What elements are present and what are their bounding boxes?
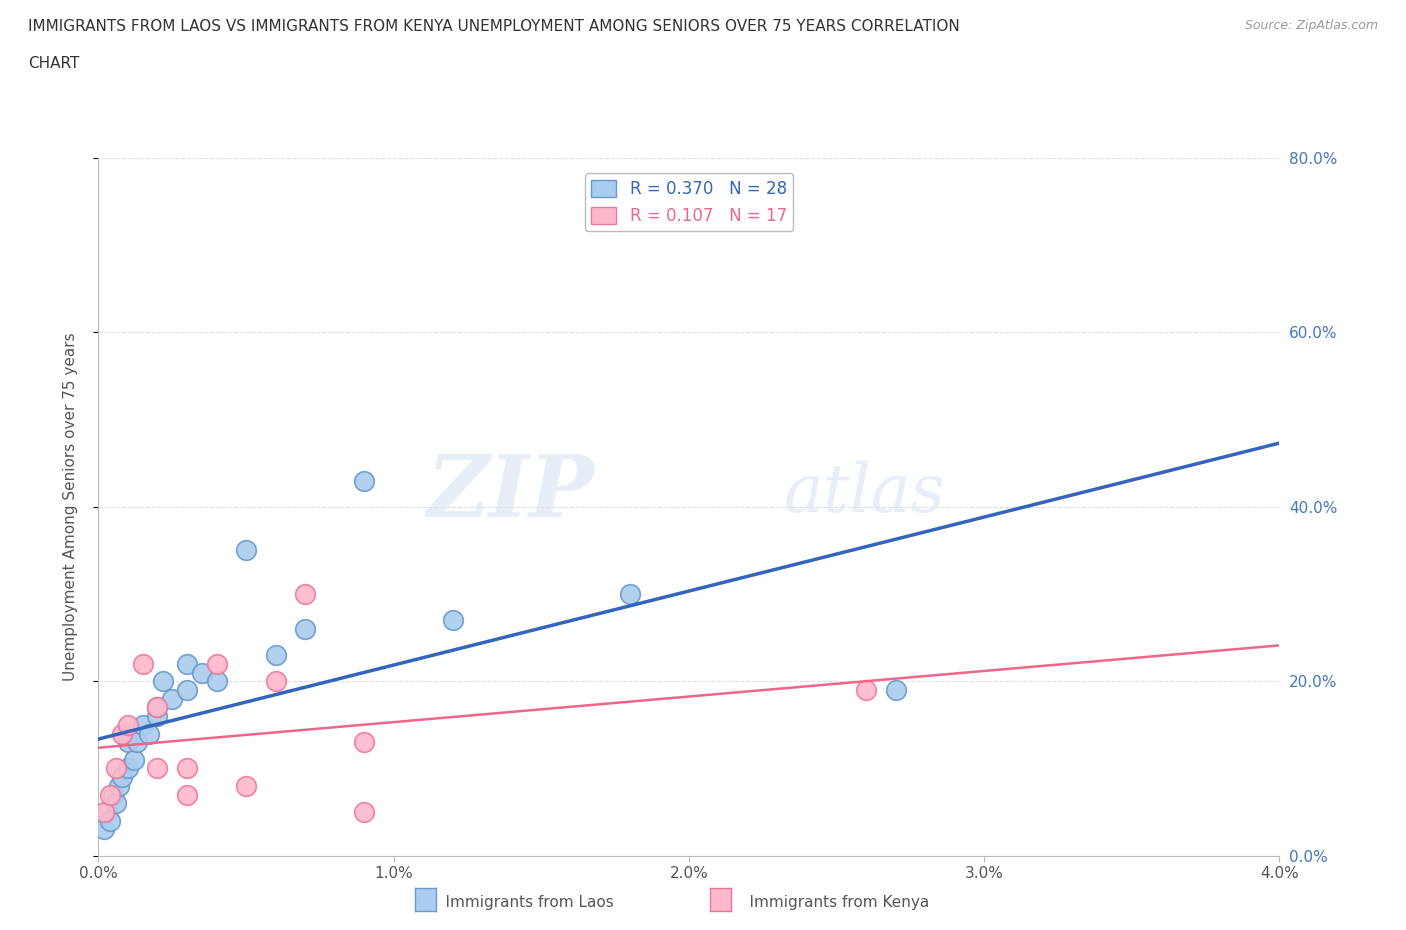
Point [235, 543, 257, 558]
Point [132, 657, 155, 671]
Point [264, 673, 287, 688]
Point [353, 473, 375, 488]
Legend: R = 0.370   N = 28, R = 0.107   N = 17: R = 0.370 N = 28, R = 0.107 N = 17 [585, 173, 793, 232]
Point [855, 683, 877, 698]
Point [205, 657, 228, 671]
Text: Immigrants from Laos: Immigrants from Laos [426, 895, 614, 910]
Point [205, 673, 228, 688]
Point [98, 787, 121, 802]
Point [96, 804, 118, 819]
Point [146, 700, 169, 715]
Point [105, 796, 128, 811]
Point [176, 761, 198, 776]
Text: CHART: CHART [28, 56, 80, 71]
Point [93, 804, 115, 819]
Point [353, 735, 375, 750]
Point [108, 778, 131, 793]
Point [176, 787, 198, 802]
Point [122, 752, 145, 767]
Point [105, 761, 128, 776]
Point [294, 587, 316, 602]
Point [117, 717, 139, 732]
Point [132, 717, 155, 732]
Point [176, 657, 198, 671]
Y-axis label: Unemployment Among Seniors over 75 years: Unemployment Among Seniors over 75 years [63, 333, 77, 681]
Point [176, 683, 198, 698]
Point [125, 735, 148, 750]
Point [138, 726, 160, 741]
Point [294, 621, 316, 636]
Point [146, 761, 169, 776]
Text: IMMIGRANTS FROM LAOS VS IMMIGRANTS FROM KENYA UNEMPLOYMENT AMONG SENIORS OVER 75: IMMIGRANTS FROM LAOS VS IMMIGRANTS FROM … [28, 19, 960, 33]
Text: Source: ZipAtlas.com: Source: ZipAtlas.com [1244, 19, 1378, 32]
Point [146, 709, 169, 724]
Point [619, 587, 641, 602]
Point [117, 735, 139, 750]
Point [103, 787, 125, 802]
Point [98, 813, 121, 829]
Text: atlas: atlas [783, 460, 945, 525]
Point [162, 691, 183, 706]
Point [146, 700, 169, 715]
Point [235, 778, 257, 793]
Point [111, 770, 134, 785]
Point [884, 683, 907, 698]
Point [191, 665, 214, 680]
Point [117, 761, 139, 776]
Text: Immigrants from Kenya: Immigrants from Kenya [730, 895, 929, 910]
Point [264, 647, 287, 662]
Text: ZIP: ZIP [426, 451, 595, 535]
Point [111, 726, 134, 741]
Point [152, 673, 174, 688]
Point [441, 613, 464, 628]
Point [93, 822, 115, 837]
Point [353, 804, 375, 819]
